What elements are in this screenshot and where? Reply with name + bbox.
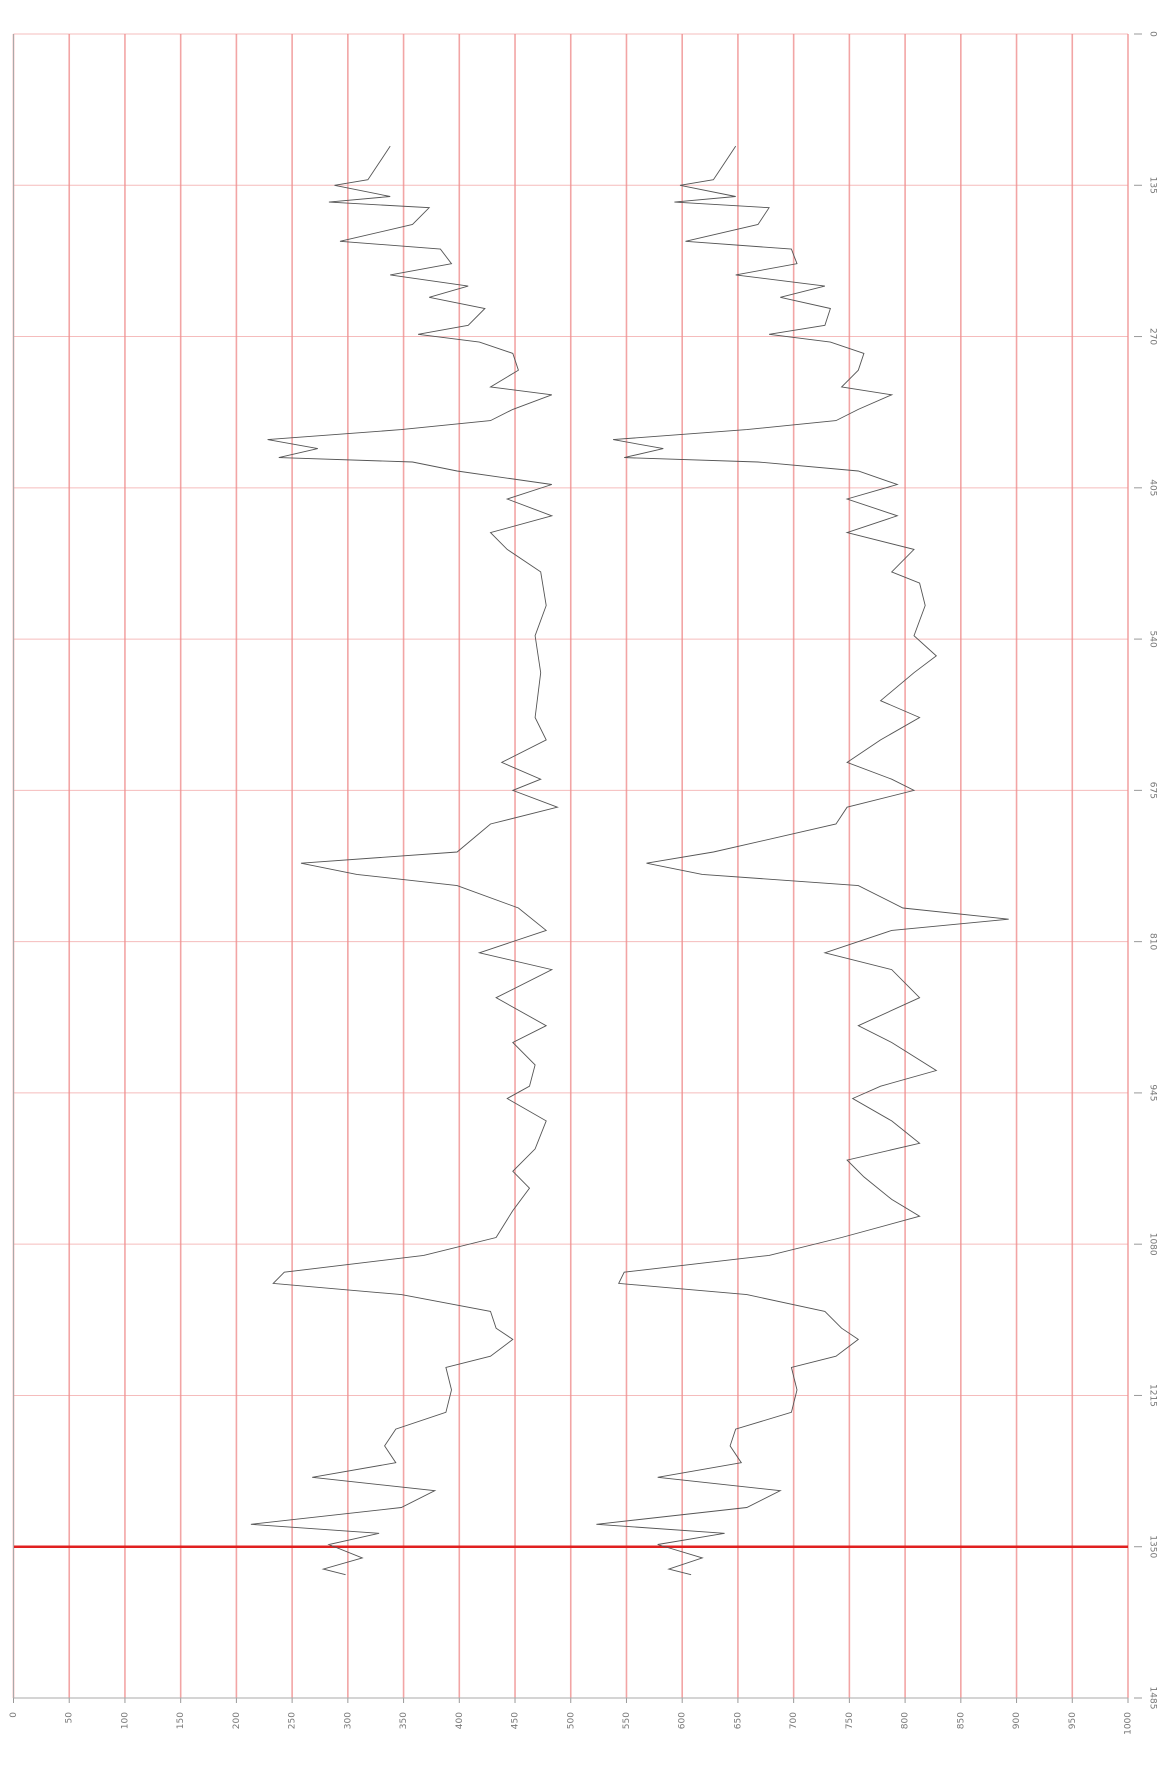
trace	[250, 145, 559, 1576]
x-tick-label: 950	[1068, 1712, 1078, 1729]
x-tick-label: 400	[455, 1712, 465, 1729]
x-tick-label: 0	[9, 1712, 19, 1718]
y-tick-label: 405	[1148, 479, 1158, 496]
y-tick-label: 1485	[1148, 1687, 1158, 1710]
y-tick-label: 810	[1148, 933, 1158, 950]
x-tick-label: 50	[65, 1712, 75, 1724]
trace	[596, 145, 1009, 1576]
x-tick-label: 250	[288, 1712, 298, 1729]
x-tick-label: 700	[789, 1712, 799, 1729]
x-tick-label: 750	[845, 1712, 855, 1729]
x-tick-label: 150	[176, 1712, 186, 1729]
y-tick-label: 270	[1148, 328, 1158, 345]
y-tick-label: 1080	[1148, 1233, 1158, 1256]
x-tick-label: 300	[343, 1712, 353, 1729]
x-tick-label: 200	[232, 1712, 242, 1729]
y-tick-label: 135	[1148, 177, 1158, 194]
x-tick-label: 1000	[1124, 1712, 1134, 1735]
y-tick-label: 945	[1148, 1084, 1158, 1101]
y-tick-label: 1215	[1148, 1384, 1158, 1407]
x-tick-label: 850	[956, 1712, 966, 1729]
x-tick-label: 650	[733, 1712, 743, 1729]
x-tick-label: 900	[1012, 1712, 1022, 1729]
y-tick-label: 540	[1148, 630, 1158, 647]
x-tick-label: 550	[622, 1712, 632, 1729]
y-tick-label: 675	[1148, 782, 1158, 799]
x-tick-label: 500	[566, 1712, 576, 1729]
x-tick-label: 100	[120, 1712, 130, 1729]
x-tick-label: 450	[511, 1712, 521, 1729]
x-tick-label: 800	[901, 1712, 911, 1729]
x-tick-label: 350	[399, 1712, 409, 1729]
x-tick-label: 600	[678, 1712, 688, 1729]
y-tick-label: 1350	[1148, 1535, 1158, 1558]
y-tick-label: 0	[1148, 31, 1158, 37]
